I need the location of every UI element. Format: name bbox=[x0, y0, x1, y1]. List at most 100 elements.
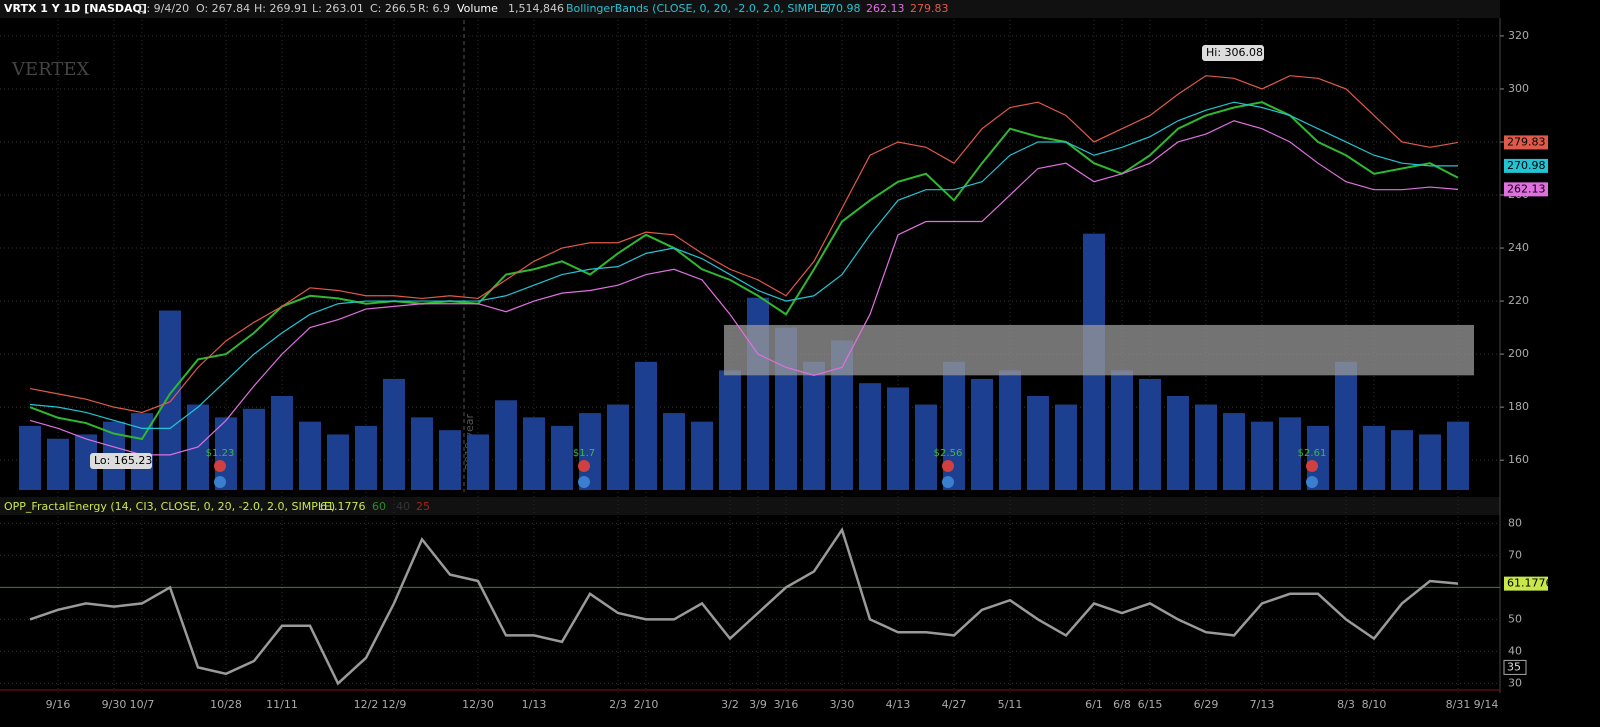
volume-bar bbox=[971, 378, 993, 490]
volume-bar bbox=[1419, 434, 1441, 490]
bands-label[interactable]: BollingerBands (CLOSE, 0, 20, -2.0, 2.0,… bbox=[566, 2, 831, 15]
band-mid-value: 270.98 bbox=[822, 2, 861, 15]
price-bubble bbox=[1202, 45, 1264, 61]
x-tick-label: 9/14 bbox=[1474, 698, 1499, 711]
x-tick-label: 6/29 bbox=[1194, 698, 1219, 711]
y-tick-label: 320 bbox=[1508, 29, 1529, 42]
volume-bar bbox=[47, 438, 69, 490]
value-tag-label: 270.98 bbox=[1507, 159, 1546, 172]
x-tick-label: 9/30 bbox=[102, 698, 127, 711]
dividend-icon bbox=[214, 476, 226, 488]
y-tick-label: 80 bbox=[1508, 516, 1522, 529]
symbol[interactable]: VRTX 1 Y 1D [NASDAQ] bbox=[4, 2, 147, 15]
x-tick-label: 11/11 bbox=[266, 698, 298, 711]
marker-label: 35 bbox=[1507, 660, 1521, 673]
volume-bar bbox=[19, 425, 41, 490]
fe-header-bar bbox=[0, 497, 1500, 515]
volume-bar bbox=[1251, 421, 1273, 490]
earnings-icon bbox=[1306, 460, 1318, 472]
volume-bar bbox=[999, 370, 1021, 490]
volume-bar bbox=[383, 378, 405, 490]
y-tick-label: 300 bbox=[1508, 82, 1529, 95]
value-tag bbox=[1504, 135, 1548, 150]
y-tick-label: 240 bbox=[1508, 241, 1529, 254]
volume-bar bbox=[523, 417, 545, 490]
fe-label[interactable]: OPP_FractalEnergy (14, CI3, CLOSE, 0, 20… bbox=[4, 500, 335, 513]
volume-bar bbox=[831, 340, 853, 490]
volume-bar bbox=[551, 425, 573, 490]
x-tick-label: 3/2 bbox=[721, 698, 739, 711]
price-bubble-label: Hi: 306.08 bbox=[1206, 46, 1263, 59]
volume-bar bbox=[1391, 430, 1413, 490]
logo: VERTEX bbox=[11, 59, 90, 80]
volume-bar bbox=[1055, 404, 1077, 490]
x-tick-label: 8/3 bbox=[1337, 698, 1355, 711]
y-tick-label: 180 bbox=[1508, 400, 1529, 413]
x-tick-label: 2/3 bbox=[609, 698, 627, 711]
volume-bar bbox=[75, 434, 97, 490]
x-tick-label: 3/9 bbox=[749, 698, 767, 711]
volume-bar bbox=[1027, 396, 1049, 490]
y-tick-label: 30 bbox=[1508, 676, 1522, 689]
volume-bar bbox=[159, 310, 181, 490]
close: C: 266.5 bbox=[370, 2, 416, 15]
x-tick-label: 6/8 bbox=[1113, 698, 1131, 711]
volume-bar bbox=[915, 404, 937, 490]
date: D: 9/4/20 bbox=[138, 2, 189, 15]
marker-tag bbox=[1503, 659, 1527, 675]
x-tick-label: 6/1 bbox=[1085, 698, 1103, 711]
value-tag bbox=[1504, 576, 1548, 591]
y-tick-label: 220 bbox=[1508, 294, 1529, 307]
volume-bar bbox=[495, 400, 517, 490]
x-tick-label: 12/30 bbox=[462, 698, 494, 711]
volume-bar bbox=[635, 361, 657, 490]
fe-level: 60 bbox=[372, 500, 386, 513]
volume-bar bbox=[691, 421, 713, 490]
x-tick-label: 4/13 bbox=[886, 698, 911, 711]
price-line bbox=[29, 101, 1459, 441]
x-tick-label: 10/7 bbox=[130, 698, 155, 711]
x-tick-label: 8/10 bbox=[1362, 698, 1387, 711]
y-tick-label: 40 bbox=[1508, 644, 1522, 657]
price-bubble-label: Lo: 165.23 bbox=[94, 454, 152, 467]
volume-bar bbox=[943, 361, 965, 490]
band-up-value: 279.83 bbox=[910, 2, 949, 15]
y-tick-label: 160 bbox=[1508, 453, 1529, 466]
header-bar bbox=[0, 0, 1500, 18]
x-tick-label: 3/16 bbox=[774, 698, 799, 711]
value-tag bbox=[1504, 158, 1548, 173]
value-tag-label: 61.1776 bbox=[1507, 577, 1553, 590]
volume-bar bbox=[663, 413, 685, 490]
x-tick-label: 2/10 bbox=[634, 698, 659, 711]
dividend-label: $2.61 bbox=[1298, 448, 1327, 459]
fe-level: 25 bbox=[416, 500, 430, 513]
volume-bar bbox=[271, 396, 293, 490]
earnings-icon bbox=[942, 460, 954, 472]
volume-bar bbox=[1223, 413, 1245, 490]
volume-bar bbox=[1195, 404, 1217, 490]
volume-bar bbox=[439, 430, 461, 490]
support-zone bbox=[724, 324, 1474, 376]
price-bubble bbox=[90, 453, 152, 469]
x-tick-label: 3/30 bbox=[830, 698, 855, 711]
x-tick-label: 5/11 bbox=[998, 698, 1023, 711]
earnings-icon bbox=[214, 460, 226, 472]
volume-bar bbox=[1167, 396, 1189, 490]
volume-bar bbox=[607, 404, 629, 490]
volume-bar bbox=[355, 425, 377, 490]
y-tick-label: 50 bbox=[1508, 612, 1522, 625]
band-low-value: 262.13 bbox=[866, 2, 905, 15]
volume-bar bbox=[327, 434, 349, 490]
volume-bar bbox=[1139, 378, 1161, 490]
x-tick-label: 12/9 bbox=[382, 698, 407, 711]
dividend-label: $1.7 bbox=[573, 448, 595, 459]
fe-line bbox=[29, 526, 1459, 686]
value-tag-label: 279.83 bbox=[1507, 135, 1546, 148]
open: O: 267.84 bbox=[196, 2, 250, 15]
volume-bar bbox=[1111, 370, 1133, 490]
low: L: 263.01 bbox=[312, 2, 364, 15]
fe-level: 40 bbox=[396, 500, 410, 513]
x-tick-label: 12/2 bbox=[354, 698, 379, 711]
dividend-label: $2.56 bbox=[934, 448, 963, 459]
value-tag-label: 262.13 bbox=[1507, 182, 1546, 195]
